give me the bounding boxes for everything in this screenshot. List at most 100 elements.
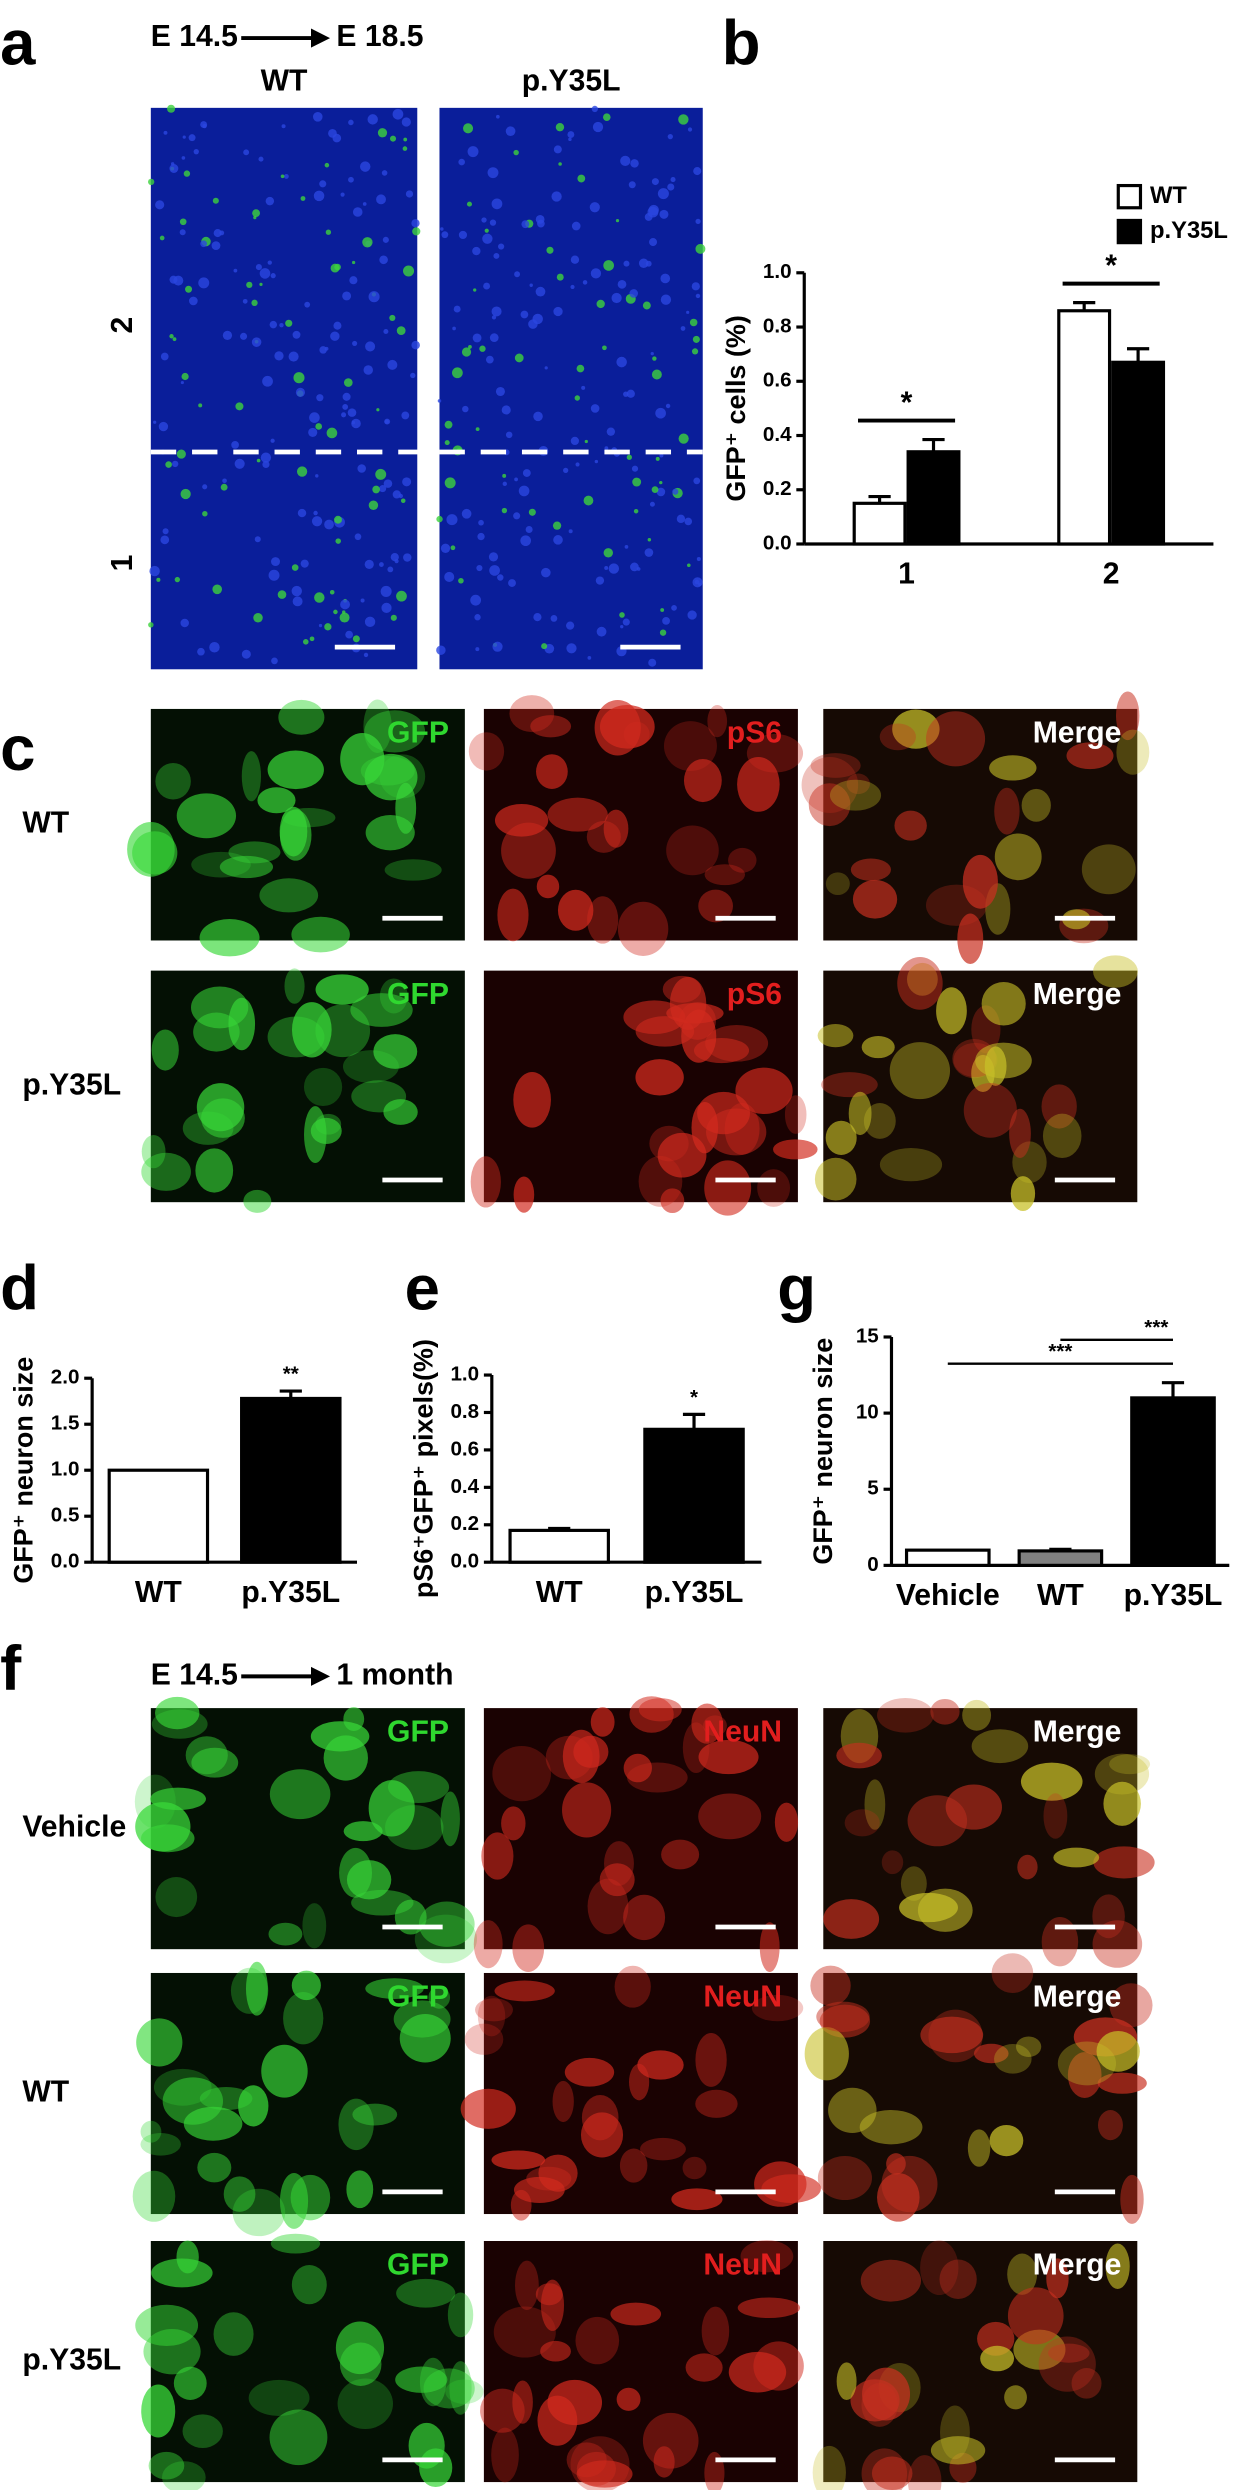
- nucleus: [619, 612, 625, 618]
- nucleus: [626, 389, 635, 398]
- nucleus: [616, 356, 627, 368]
- cell-body: [695, 2033, 727, 2087]
- nucleus: [169, 164, 179, 173]
- cell-body: [219, 855, 274, 879]
- nucleus: [349, 276, 358, 285]
- nucleus: [300, 196, 306, 201]
- nucleus: [252, 209, 261, 218]
- nucleus: [202, 484, 208, 490]
- channel-label: GFP: [387, 1980, 449, 2013]
- cell-body: [291, 2265, 327, 2305]
- nucleus: [481, 217, 487, 223]
- nucleus: [452, 326, 456, 331]
- nucleus: [437, 399, 442, 403]
- cell-body: [530, 715, 572, 738]
- cell-body: [241, 751, 262, 802]
- nucleus: [450, 545, 456, 551]
- nucleus: [687, 563, 691, 568]
- nucleus: [364, 559, 374, 569]
- nucleus: [533, 411, 543, 422]
- cell-body: [1096, 2030, 1140, 2072]
- legend-label: p.Y35L: [1150, 217, 1228, 244]
- nucleus: [401, 117, 411, 127]
- nucleus: [502, 481, 507, 487]
- nucleus: [375, 468, 387, 480]
- cell-body: [804, 2027, 849, 2081]
- cell-body: [603, 809, 629, 848]
- cell-body: [238, 2085, 269, 2127]
- nucleus: [311, 516, 323, 527]
- cell-body: [196, 1083, 245, 1132]
- cell-body: [373, 1034, 418, 1069]
- nucleus: [652, 356, 657, 361]
- nucleus: [254, 536, 261, 543]
- cell-body: [140, 2132, 181, 2156]
- nucleus: [324, 519, 334, 530]
- nucleus: [571, 221, 581, 231]
- nucleus: [620, 624, 624, 629]
- cell-body: [364, 753, 418, 801]
- cell-body: [191, 1747, 239, 1778]
- cell-body: [1043, 1793, 1068, 1839]
- nucleus: [343, 378, 353, 387]
- nucleus: [692, 335, 700, 343]
- cell-body: [590, 1707, 615, 1737]
- y-tick-label: 1.0: [763, 260, 792, 283]
- nucleus: [444, 571, 455, 582]
- cell-body: [1120, 2174, 1144, 2224]
- cell-body: [279, 806, 308, 857]
- nucleus: [259, 282, 263, 286]
- cell-body: [957, 913, 984, 964]
- cell-body: [291, 1970, 321, 2001]
- nucleus: [354, 533, 362, 541]
- cell-body: [698, 889, 733, 923]
- cell-body: [492, 1745, 552, 1802]
- nucleus: [698, 582, 702, 587]
- significance-label: *: [690, 1386, 698, 1409]
- nucleus: [633, 508, 639, 514]
- nucleus: [529, 283, 533, 287]
- cell-body: [836, 1742, 882, 1769]
- error-bar: [279, 1389, 302, 1399]
- x-tick-label: WT: [135, 1576, 182, 1609]
- nucleus: [670, 177, 676, 183]
- nucleus: [283, 174, 289, 179]
- cell-body: [536, 874, 560, 899]
- cell-body: [897, 956, 943, 1010]
- nucleus: [180, 618, 189, 628]
- nucleus: [296, 466, 308, 477]
- cell-body: [759, 1922, 780, 1972]
- y-tick-label: 0.8: [450, 1400, 479, 1423]
- nucleus: [484, 228, 489, 233]
- micrograph: [801, 691, 1150, 964]
- cell-body: [693, 1037, 750, 1064]
- nucleus: [684, 517, 693, 526]
- cell-body: [365, 815, 415, 851]
- bar: [1130, 1396, 1216, 1567]
- cell-body: [148, 2451, 185, 2480]
- cell-body: [920, 2016, 984, 2054]
- nucleus: [193, 149, 199, 155]
- nucleus: [461, 347, 472, 357]
- nucleus: [274, 351, 284, 361]
- nucleus: [325, 229, 332, 235]
- nucleus: [458, 577, 464, 584]
- y-tick-label: 0.2: [763, 477, 792, 500]
- nucleus: [293, 372, 305, 384]
- cell-body: [735, 1067, 793, 1114]
- nucleus: [629, 289, 638, 298]
- cell-body: [269, 1769, 331, 1820]
- nucleus: [403, 137, 408, 142]
- nucleus: [405, 190, 414, 198]
- y-tick-label: 0: [867, 1553, 878, 1576]
- cell-body: [513, 1176, 535, 1213]
- cell-body: [604, 1841, 634, 1886]
- bar: [1111, 360, 1166, 546]
- cell-body: [475, 1998, 513, 2022]
- cell-body: [989, 2124, 1024, 2157]
- cell-body: [464, 2023, 504, 2055]
- cell-body: [707, 704, 728, 738]
- panel-letter: e: [405, 1253, 440, 1323]
- cell-body: [1109, 1983, 1153, 2028]
- cell-body: [154, 1696, 200, 1730]
